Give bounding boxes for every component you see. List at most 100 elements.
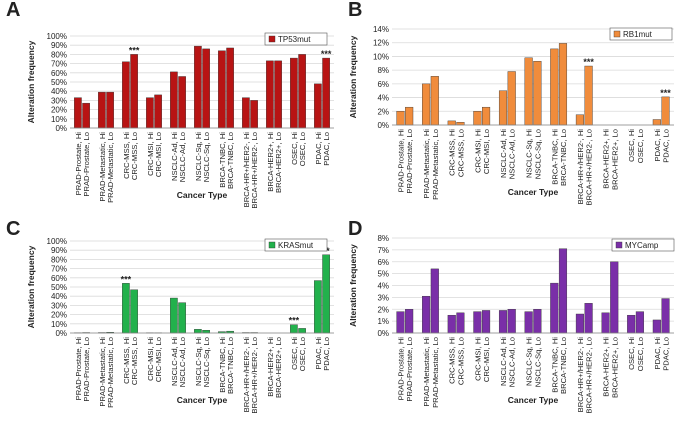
bar — [194, 45, 202, 129]
x-tick-label: BRCA-TNBC, Lo — [559, 337, 568, 394]
bar — [226, 47, 234, 129]
x-tick-label: PRAD-Metastatic, Lo — [431, 337, 440, 408]
x-tick-label: OSEC, Lo — [298, 132, 307, 166]
x-tick-label: BRCA-TNBC, Lo — [226, 337, 235, 394]
x-tick-label: BRCA-HER2+, Lo — [274, 337, 283, 398]
x-tick-label: BRCA-HR+/HER2-, Hi — [242, 132, 251, 208]
y-tick-label: 40% — [51, 87, 67, 96]
x-tick-label: NSCLC-Sq, Hi — [525, 129, 534, 178]
panel: A 0%10%20%30%40%50%60%70%80%90%100% Altera… — [6, 0, 334, 209]
y-tick-label: 1% — [377, 317, 389, 326]
legend-swatch — [613, 30, 621, 38]
panel-label: D — [348, 218, 362, 240]
bar — [314, 83, 322, 129]
y-tick-label: 60% — [51, 274, 67, 283]
x-tick-label: BRCA-HER2+, Hi — [266, 132, 275, 192]
y-tick-label: 90% — [51, 246, 67, 255]
x-tick-label: PRAD-Metastatic, Hi — [422, 129, 431, 199]
x-tick-label: PRAD-Prostate, Lo — [82, 132, 91, 197]
x-tick-label: BRCA-HR+/HER2-, Lo — [585, 337, 594, 414]
bar — [74, 97, 82, 129]
bar — [627, 314, 636, 334]
x-tick-label: PDAC, Lo — [662, 337, 671, 371]
x-tick-label: BRCA-TNBC, Lo — [559, 129, 568, 186]
x-tick-label: CRC-MSI, Lo — [482, 337, 491, 382]
bar — [652, 319, 661, 334]
bar — [82, 102, 90, 129]
x-tick-label: PRAD-Prostate, Hi — [396, 337, 405, 401]
x-tick-label: BRCA-TNBC, Hi — [218, 337, 227, 393]
x-tick-label: PRAD-Metastatic, Hi — [98, 337, 107, 407]
x-tick-label: NSCLC-Ad, Hi — [170, 132, 179, 181]
legend: TP53mut — [264, 32, 328, 46]
y-tick-label: 3% — [377, 293, 389, 302]
bar — [550, 282, 559, 334]
x-tick-label: PDAC, Hi — [314, 132, 323, 165]
y-tick-label: 60% — [51, 69, 67, 78]
bar — [482, 106, 491, 126]
x-tick-label: CRC-MSS, Hi — [448, 337, 457, 384]
bar — [290, 57, 298, 129]
x-tick-label: CRC-MSI, Lo — [154, 132, 163, 177]
y-tick-label: 2% — [377, 107, 389, 116]
bar — [430, 76, 439, 126]
x-axis-label: Cancer Type — [177, 395, 228, 405]
bar — [473, 111, 482, 126]
x-tick-label: PRAD-Prostate, Hi — [396, 129, 405, 193]
x-tick-label: CRC-MSI, Hi — [473, 129, 482, 173]
x-tick-label: NSCLC-Ad, Hi — [170, 337, 179, 386]
y-tick-label: 70% — [51, 60, 67, 69]
y-tick-label: 70% — [51, 265, 67, 274]
bar — [498, 90, 508, 126]
y-tick-label: 30% — [51, 301, 67, 310]
bar — [242, 97, 250, 129]
x-tick-label: BRCA-HR+/HER2-, Hi — [242, 337, 251, 413]
significance-label: *** — [660, 88, 671, 98]
significance-label: *** — [121, 274, 132, 284]
x-tick-label: CRC-MSS, Hi — [448, 129, 457, 176]
bar — [447, 120, 456, 126]
x-tick-label: CRC-MSS, Lo — [456, 129, 465, 177]
x-tick-label: PRAD-Prostate, Hi — [74, 337, 83, 401]
y-tick-label: 4% — [377, 94, 389, 103]
x-tick-label: CRC-MSI, Lo — [154, 337, 163, 382]
x-tick-label: NSCLC-Sq, Lo — [533, 129, 542, 179]
legend-label: KRASmut — [278, 241, 314, 250]
y-tick-label: 10% — [51, 115, 67, 124]
x-tick-label: OSEC, Hi — [627, 337, 636, 370]
panel-label: C — [6, 218, 20, 240]
y-axis-label: Alteration frequency — [26, 245, 36, 328]
bar — [250, 100, 258, 129]
panel-label: A — [6, 0, 20, 21]
bar — [575, 114, 584, 126]
bar — [661, 96, 670, 126]
bar — [533, 309, 542, 334]
y-tick-label: 50% — [51, 78, 67, 87]
x-tick-label: CRC-MSI, Hi — [146, 337, 155, 381]
bar — [533, 61, 542, 126]
bar — [405, 106, 414, 126]
x-tick-label: BRCA-TNBC, Hi — [550, 129, 559, 185]
x-tick-label: OSEC, Hi — [290, 132, 299, 165]
bar — [524, 311, 533, 334]
x-tick-label: NSCLC-Sq, Lo — [533, 337, 542, 387]
x-tick-label: NSCLC-Ad, Hi — [499, 337, 508, 386]
x-tick-label: CRC-MSS, Lo — [130, 132, 139, 180]
legend-box — [264, 238, 328, 252]
y-tick-label: 7% — [377, 246, 389, 255]
x-tick-label: NSCLC-Sq, Hi — [194, 132, 203, 181]
panel: D 0% 1% 2% 3% 4% 5% 6% 7% 8% Alteration frequency C… — [348, 218, 675, 414]
bar — [170, 71, 178, 129]
x-tick-label: CRC-MSS, Lo — [456, 337, 465, 385]
significance-label: *** — [583, 57, 594, 67]
x-tick-label: BRCA-HER2+, Hi — [266, 337, 275, 397]
bar — [498, 310, 508, 334]
x-tick-label: OSEC, Lo — [636, 129, 645, 163]
bar — [456, 122, 465, 126]
y-tick-label: 80% — [51, 50, 67, 59]
bar — [635, 311, 644, 334]
y-tick-label: 0% — [55, 329, 67, 338]
bar — [266, 60, 274, 129]
x-tick-label: BRCA-HR+/HER2-, Hi — [576, 337, 585, 413]
y-tick-label: 100% — [47, 237, 67, 246]
